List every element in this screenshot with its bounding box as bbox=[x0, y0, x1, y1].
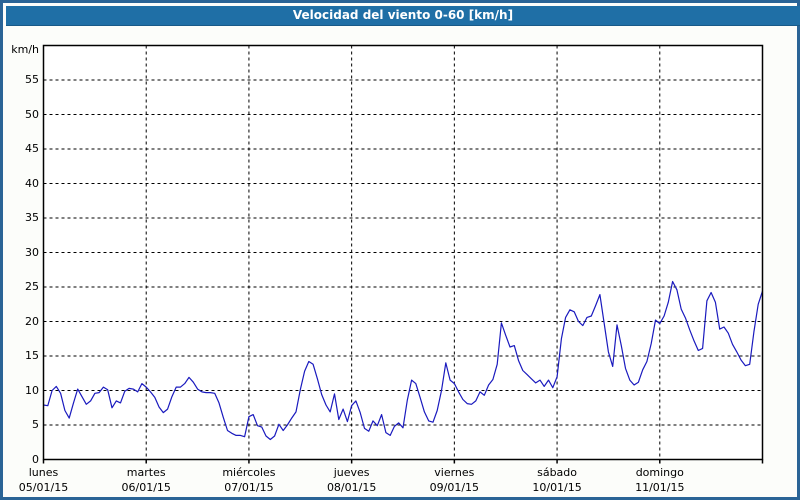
x-axis-day-label: lunes bbox=[28, 466, 59, 479]
y-axis-unit-label: km/h bbox=[11, 43, 39, 56]
y-axis-tick-label: 55 bbox=[25, 73, 39, 86]
x-axis-date-label: 07/01/15 bbox=[224, 481, 274, 494]
y-axis-tick-label: 35 bbox=[25, 211, 39, 224]
x-axis-date-label: 08/01/15 bbox=[326, 481, 377, 494]
x-axis-day-label: martes bbox=[126, 466, 166, 479]
x-axis-date-label: 10/01/15 bbox=[532, 481, 582, 494]
x-axis-date-label: 05/01/15 bbox=[18, 481, 69, 494]
plot-area bbox=[42, 44, 764, 464]
x-axis-day-label: jueves bbox=[333, 466, 370, 479]
plot-background bbox=[43, 45, 763, 460]
y-axis-tick-label: 0 bbox=[32, 452, 39, 466]
x-axis-day-label: viernes bbox=[434, 466, 475, 479]
y-axis-tick-label: 10 bbox=[25, 383, 39, 397]
y-axis-tick-label: 25 bbox=[25, 280, 39, 293]
x-axis-day-label: domingo bbox=[635, 466, 684, 479]
x-axis-date-label: 09/01/15 bbox=[429, 481, 480, 494]
y-axis-tick-label: 30 bbox=[25, 245, 39, 259]
y-axis-tick-label: 20 bbox=[25, 314, 39, 328]
title-bar: Velocidad del viento 0-60 [km/h] bbox=[6, 6, 800, 26]
y-axis-tick-label: 5 bbox=[32, 418, 39, 431]
y-axis-tick-label: 45 bbox=[25, 142, 39, 155]
x-axis-date-label: 06/01/15 bbox=[121, 481, 171, 494]
y-axis-tick-label: 50 bbox=[25, 107, 39, 121]
y-axis-tick-label: 40 bbox=[25, 176, 39, 190]
x-axis-date-label: 11/01/15 bbox=[635, 481, 685, 494]
plot-border bbox=[42, 44, 764, 461]
x-axis-day-label: sábado bbox=[537, 466, 578, 479]
chart-title: Velocidad del viento 0-60 [km/h] bbox=[292, 8, 514, 22]
wind-speed-line bbox=[43, 280, 764, 441]
y-axis-tick-label: 15 bbox=[25, 349, 39, 362]
x-axis-day-label: miércoles bbox=[222, 466, 276, 479]
